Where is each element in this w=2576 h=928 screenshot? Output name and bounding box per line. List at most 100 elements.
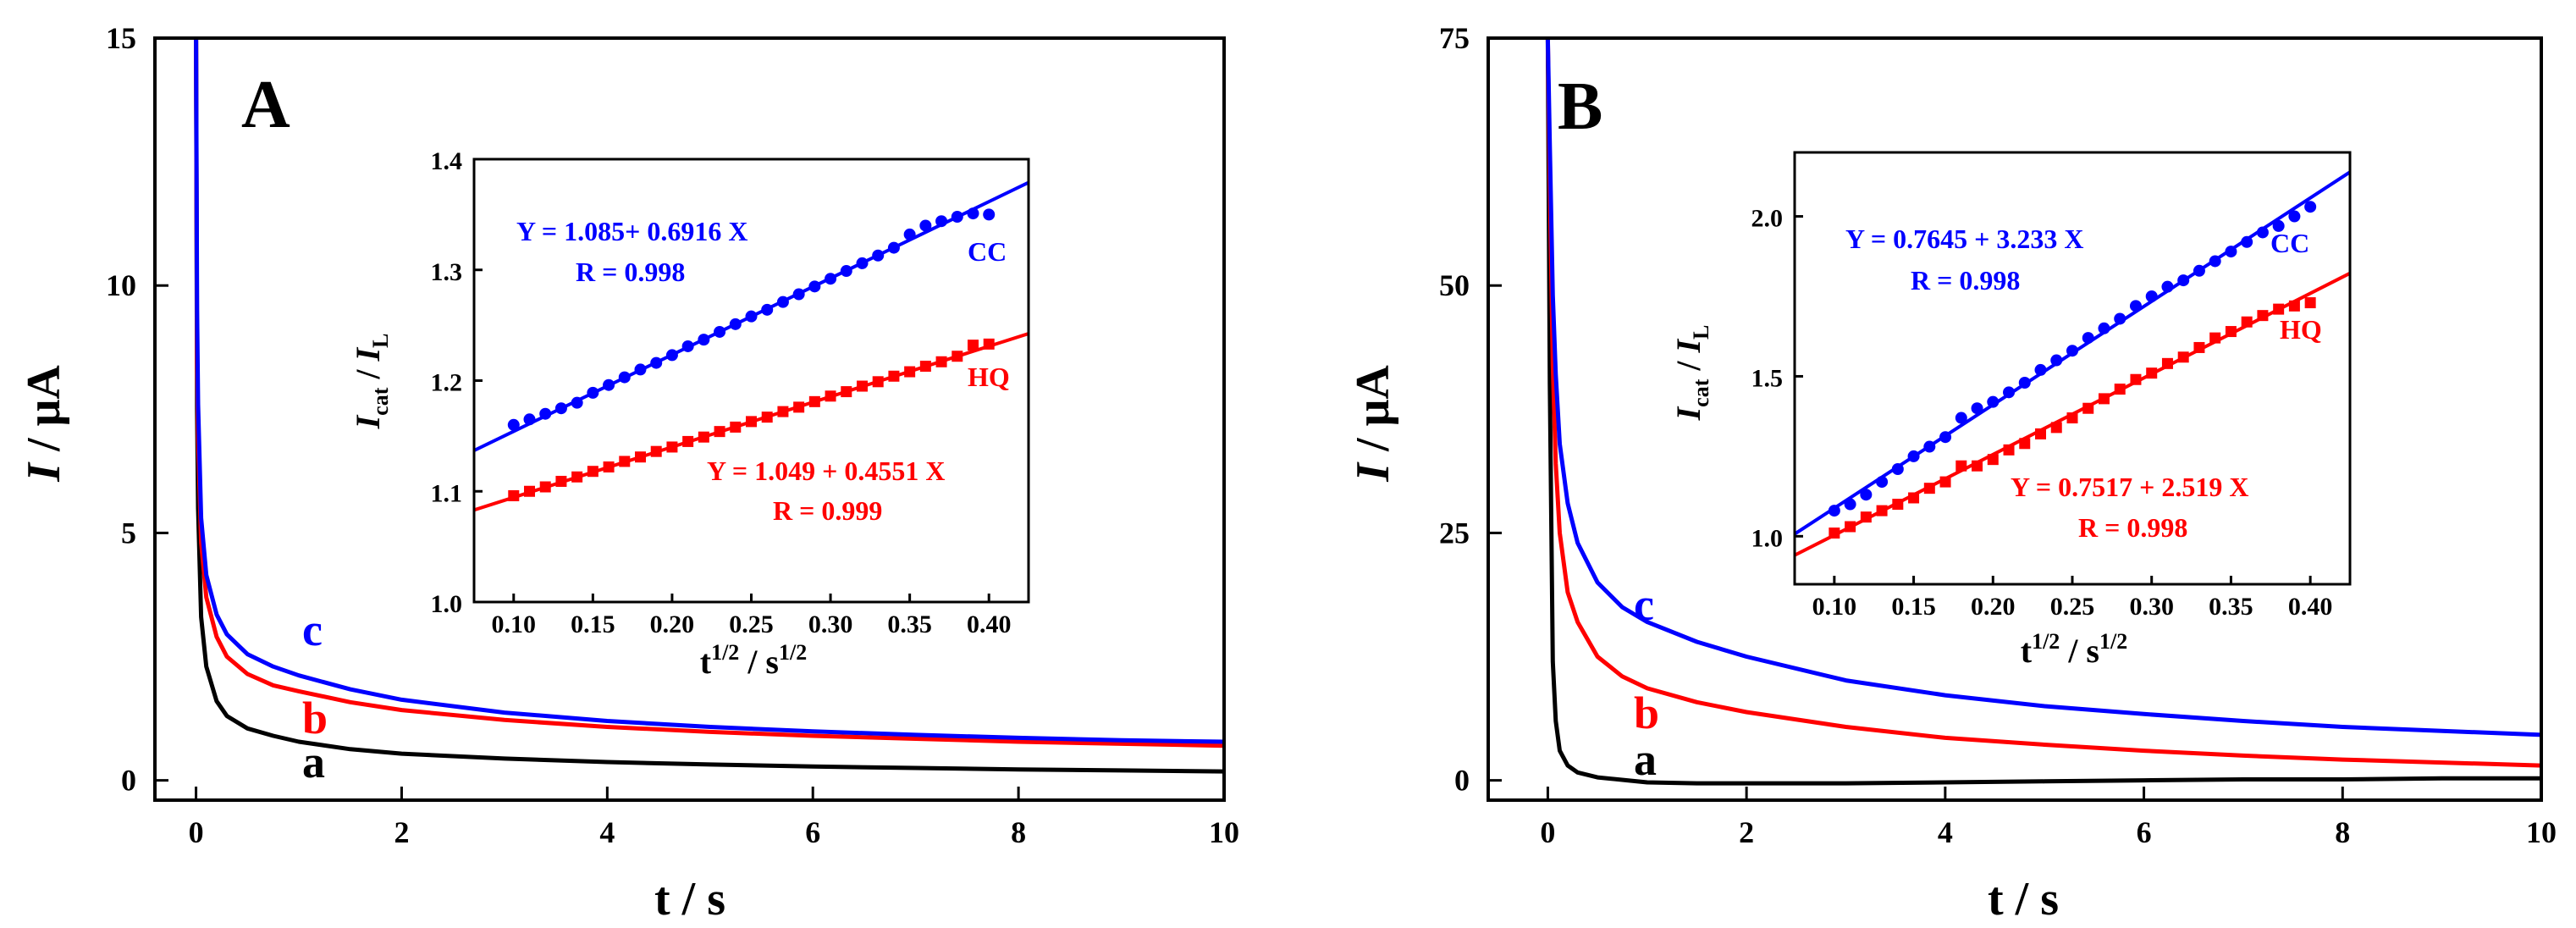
panel-a-y-tick-label: 15 — [106, 21, 136, 55]
inset-a-x-mid: / s — [739, 643, 779, 681]
inset-b-y-main2: I — [1669, 339, 1707, 354]
panel-a-inset-point-cc — [745, 310, 758, 323]
panel-b-inset-point-cc — [2018, 377, 2031, 389]
panel-a-inset-point-hq — [635, 451, 646, 463]
panel-b-inset-point-hq — [1829, 528, 1840, 539]
panel-b-inset-point-cc — [1955, 412, 1967, 424]
panel-b-inset-point-hq — [1845, 521, 1856, 533]
panel-b-inset-point-cc — [1939, 431, 1952, 444]
panel-a-x-tick-label: 4 — [599, 815, 615, 849]
panel-b-inset-point-hq — [2273, 303, 2285, 315]
inset-b-x-mid: / s — [2060, 632, 2099, 670]
panel-b-inset-point-cc — [2034, 363, 2047, 376]
panel-b-inset-point-cc — [2304, 201, 2317, 213]
panel-a-inset-point-hq — [666, 441, 678, 453]
panel-b-inset-point-hq — [2257, 310, 2269, 322]
panel-b-inset-point-cc — [2272, 219, 2285, 232]
panel-b-inset-point-cc — [2114, 312, 2126, 325]
panel-b-inset-point-cc — [2256, 226, 2269, 239]
panel-b-inset-point-cc — [1844, 498, 1856, 511]
panel-a-inset-point-cc — [650, 356, 663, 369]
panel-a-inset-point-cc — [967, 207, 979, 220]
panel-a-inset-point-hq — [539, 481, 551, 493]
panel-a-inset-point-hq — [777, 406, 789, 417]
panel-a-inset-point-hq — [650, 445, 662, 457]
panel-b-x-tick-label: 4 — [1938, 815, 1953, 849]
panel-b-inset-point-hq — [1972, 460, 1983, 472]
inset-a-x-base: t — [700, 643, 712, 681]
panel-b-inset-x-tick-label: 0.20 — [1971, 593, 2016, 621]
panel-a-inset-x-tick-label: 0.30 — [808, 610, 853, 638]
panel-a-inset-hq-label: HQ — [968, 362, 1010, 392]
panel-b-x-axis: 0 2 4 6 8 10 — [1540, 787, 2557, 849]
panel-b-x-title: t / s — [1988, 873, 2059, 925]
panel-a-inset-point-cc — [618, 371, 631, 384]
panel-a-inset-y-tick-label: 1.2 — [431, 369, 463, 397]
inset-a-y-sub1: cat — [368, 387, 393, 416]
panel-a-curves — [194, 38, 1224, 774]
panel-b-inset-x-tick-label: 0.40 — [2288, 593, 2333, 621]
panel-b-inset-point-cc — [2209, 255, 2221, 268]
panel-b-y-tick-label: 25 — [1439, 516, 1470, 550]
panel-a: 0 2 4 6 8 10 0 5 10 15 A t / s I / μA a b c 0.10… — [18, 21, 1239, 925]
panel-b-inset: 0.10 0.15 0.20 0.25 0.30 0.35 0.40 1.0 1.5 2.0 t… — [1669, 151, 2352, 670]
panel-a-inset-point-hq — [761, 412, 773, 423]
inset-a-y-sub2: L — [368, 334, 393, 348]
panel-a-x-tick-label: 6 — [805, 815, 820, 849]
panel-a-inset-point-hq — [983, 338, 995, 350]
panel-a-inset-point-hq — [935, 356, 947, 367]
panel-b-inset-point-hq — [2241, 316, 2253, 328]
panel-a-inset-point-hq — [919, 361, 931, 373]
panel-a-curve-label-a: a — [302, 737, 325, 787]
panel-a-inset-point-cc — [554, 402, 567, 415]
panel-a-inset-point-cc — [840, 265, 852, 278]
panel-a-label: A — [241, 68, 290, 142]
panel-b-inset-hq-equation: Y = 0.7517 + 2.519 X — [2011, 472, 2249, 502]
panel-b-curve-label-a: a — [1634, 734, 1657, 785]
panel-a-inset-point-cc — [825, 273, 837, 285]
panel-b-curves — [1545, 38, 2541, 786]
panel-b-inset-point-hq — [2177, 351, 2189, 363]
panel-a-inset-point-hq — [793, 401, 805, 413]
panel-a-inset-y-tick-label: 1.0 — [431, 590, 463, 618]
panel-a-x-tick-label: 10 — [1209, 815, 1239, 849]
panel-a-inset-point-cc — [681, 340, 694, 352]
panel-b-inset-point-cc — [1828, 505, 1840, 517]
inset-a-y-main: I — [349, 414, 387, 429]
panel-a-inset-point-cc — [507, 418, 520, 431]
panel-b-curve-a — [1545, 38, 2541, 786]
panel-a-inset-cc-equation: Y = 1.085+ 0.6916 X — [516, 216, 748, 246]
panel-b-inset-point-cc — [2161, 280, 2174, 293]
panel-b-inset-marks — [1795, 170, 2350, 557]
panel-b-inset-point-cc — [2225, 246, 2237, 258]
panel-a-y-tick-label: 5 — [121, 516, 136, 550]
panel-a-inset-point-cc — [523, 413, 536, 426]
panel-b-inset-point-hq — [1987, 454, 1999, 466]
panel-a-inset-point-hq — [952, 351, 963, 362]
panel-b-inset-point-hq — [2098, 393, 2110, 405]
panel-b-inset-cc-r: R = 0.998 — [1911, 265, 2020, 296]
inset-b-y-sep: / — [1669, 353, 1707, 379]
panel-a-inset-hq-r: R = 0.999 — [773, 495, 882, 526]
panel-b-inset-point-hq — [1876, 505, 1888, 516]
panel-a-inset-point-cc — [856, 257, 869, 269]
panel-b-inset-x-tick-label: 0.35 — [2209, 593, 2253, 621]
panel-b-inset-point-hq — [2304, 297, 2316, 309]
panel-a-inset-point-hq — [888, 370, 900, 382]
inset-a-x-sup2: 1/2 — [779, 640, 807, 665]
panel-a-inset-point-cc — [983, 208, 996, 221]
panel-a-inset-point-cc — [587, 386, 599, 399]
inset-b-x-base: t — [2021, 632, 2033, 670]
panel-b-inset-y-tick-label: 1.0 — [1751, 524, 1784, 552]
panel-b-inset-point-cc — [2193, 264, 2205, 277]
panel-a-inset-point-hq — [508, 489, 520, 501]
panel-b-inset-point-hq — [2288, 300, 2300, 312]
panel-a-inset-y-tick-label: 1.1 — [431, 479, 463, 507]
panel-a-inset-y-tick-label: 1.4 — [431, 147, 463, 175]
panel-a-inset-point-cc — [919, 219, 932, 232]
panel-b-inset-point-cc — [1923, 440, 1936, 453]
panel-b-inset-point-hq — [1908, 492, 1920, 504]
panel-a-inset-point-cc — [603, 378, 615, 391]
inset-b-x-sup1: 1/2 — [2032, 629, 2060, 654]
